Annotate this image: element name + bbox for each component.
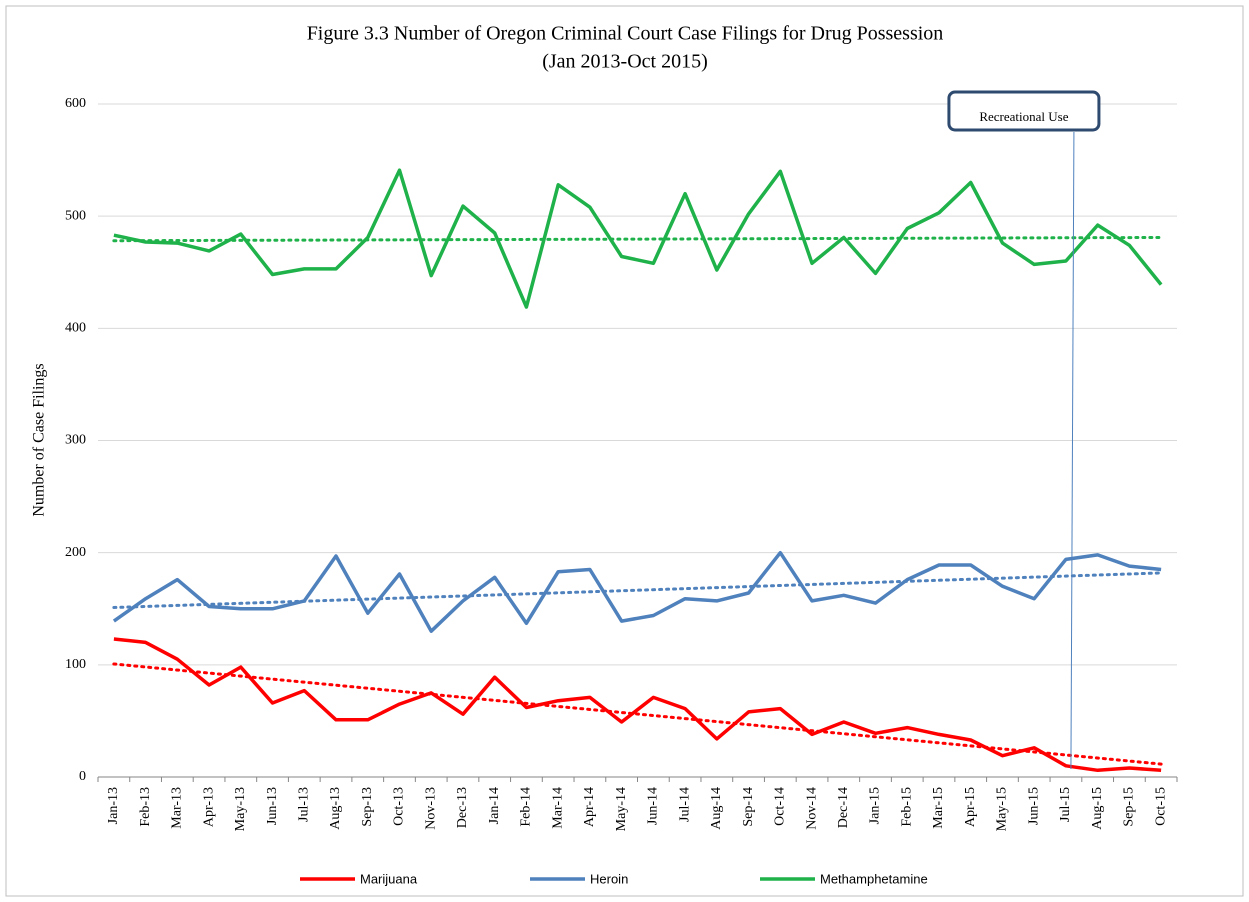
x-tick-label: Mar-14	[550, 787, 565, 829]
y-tick-label: 0	[79, 769, 86, 784]
x-tick-label: Jan-14	[487, 787, 502, 824]
x-tick-label: Jul-13	[296, 787, 311, 822]
series-line	[113, 637, 1162, 773]
series-line	[113, 168, 1163, 309]
chart-title: Figure 3.3 Number of Oregon Criminal Cou…	[307, 23, 944, 45]
x-tick-label: Feb-15	[899, 787, 914, 827]
x-tick-label: Nov-13	[423, 787, 438, 830]
legend-label: Heroin	[590, 871, 628, 886]
x-tick-label: Jan-15	[868, 787, 883, 824]
series-line	[112, 550, 1162, 633]
x-tick-label: May-14	[614, 787, 629, 831]
x-tick-label: May-15	[995, 787, 1010, 831]
legend-label: Marijuana	[360, 871, 418, 886]
x-tick-label: Oct-13	[392, 787, 407, 826]
chart-subtitle: (Jan 2013-Oct 2015)	[542, 51, 708, 73]
x-tick-label: Aug-13	[328, 787, 343, 830]
annotation-box	[947, 90, 1101, 132]
x-tick-label: Dec-14	[836, 787, 851, 828]
x-tick-label: Sep-14	[741, 787, 756, 827]
x-tick-label: Aug-15	[1090, 787, 1105, 830]
x-tick-label: Apr-14	[582, 787, 597, 827]
x-tick-label: Aug-14	[709, 787, 724, 830]
y-tick-label: 600	[65, 96, 86, 111]
legend-label: Methamphetamine	[820, 871, 928, 886]
x-tick-label: May-13	[233, 787, 248, 831]
x-tick-label: Jul-15	[1058, 787, 1073, 822]
x-tick-label: Sep-15	[1122, 787, 1137, 827]
x-tick-label: Jan-13	[106, 787, 121, 824]
x-tick-label: Feb-14	[519, 787, 534, 827]
x-tick-label: Nov-14	[804, 787, 819, 830]
x-tick-label: Mar-13	[170, 787, 185, 829]
x-tick-label: Dec-13	[455, 787, 470, 828]
annotation-text: Recreational Use	[979, 109, 1068, 124]
x-tick-label: Jun-13	[265, 787, 280, 825]
y-tick-label: 100	[65, 657, 86, 672]
x-tick-label: Mar-15	[931, 787, 946, 829]
y-axis-label: Number of Case Filings	[31, 363, 48, 516]
x-tick-label: Oct-14	[773, 787, 788, 826]
x-tick-label: Jul-14	[677, 787, 692, 822]
trendline	[112, 235, 1163, 243]
x-tick-label: Jun-15	[1026, 787, 1041, 825]
x-tick-label: Oct-15	[1153, 787, 1168, 826]
x-tick-label: Apr-15	[963, 787, 978, 827]
y-tick-label: 200	[65, 545, 86, 560]
x-tick-label: Feb-13	[138, 787, 153, 827]
x-tick-label: Sep-13	[360, 787, 375, 827]
y-tick-label: 500	[65, 208, 86, 223]
x-tick-label: Apr-13	[201, 787, 216, 827]
x-tick-label: Jun-14	[646, 787, 661, 825]
y-tick-label: 300	[65, 433, 86, 448]
annotation-line	[1070, 131, 1075, 770]
y-tick-label: 400	[65, 321, 86, 336]
trendline	[112, 571, 1163, 609]
